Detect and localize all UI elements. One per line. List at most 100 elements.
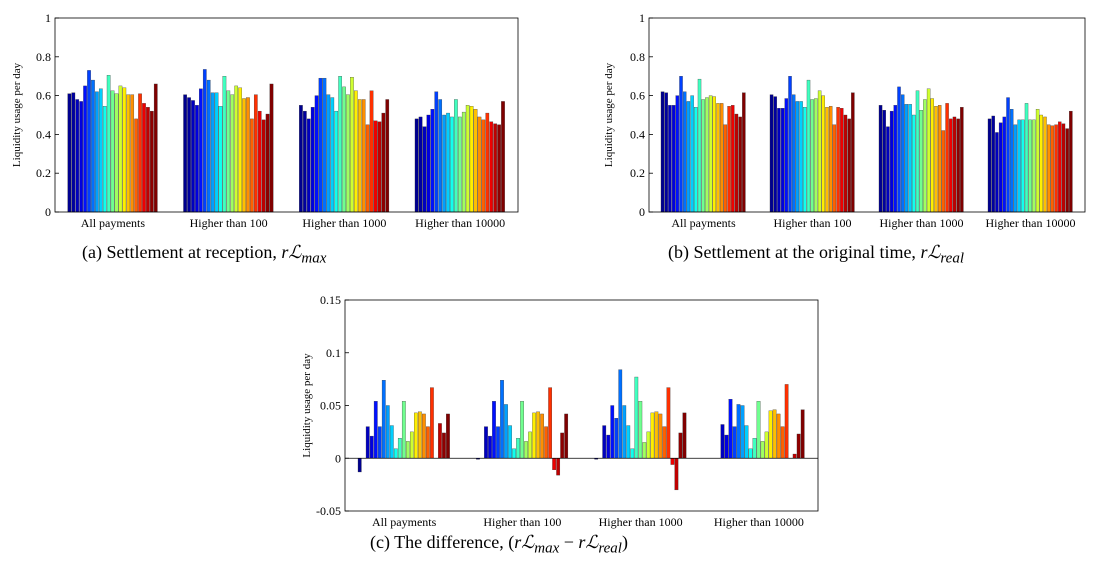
bar (634, 376, 639, 459)
bar (1017, 119, 1021, 213)
bar (956, 118, 960, 213)
category-label: Higher than 100 (483, 515, 561, 529)
bar (1002, 116, 1007, 213)
bar (477, 116, 482, 213)
bar (485, 112, 490, 213)
bar (752, 438, 757, 459)
bar (720, 424, 725, 459)
bar (377, 426, 382, 459)
bar (484, 426, 488, 459)
bar (381, 112, 386, 213)
bar (987, 118, 992, 213)
bar (768, 410, 773, 459)
bar (385, 405, 390, 459)
bar (409, 431, 414, 459)
bar (79, 101, 83, 213)
y-axis-label: Liquidity usage per day (301, 353, 313, 458)
bar (606, 434, 611, 459)
bar (481, 119, 486, 213)
y-tick-label: 0.8 (36, 50, 51, 64)
caption-c-symbol-1: rℒ (514, 532, 535, 552)
y-tick-label: 0.6 (630, 89, 645, 103)
bar (361, 99, 366, 213)
bar (504, 404, 508, 459)
caption-c-subscript-2: real (598, 540, 622, 557)
bar (882, 110, 886, 213)
bar (817, 90, 822, 213)
bar (764, 431, 769, 459)
bar (153, 83, 158, 213)
y-tick-label: 0 (335, 451, 341, 465)
bar (1061, 123, 1066, 213)
bar (843, 114, 848, 213)
bar (548, 387, 553, 459)
bar (269, 83, 274, 213)
bar (949, 118, 953, 213)
bar (520, 401, 524, 459)
bar (800, 409, 805, 459)
bar (1024, 103, 1029, 213)
bar (697, 78, 702, 213)
caption-c: (c) The difference, (rℒmax − rℒreal) (370, 532, 628, 558)
bar (630, 448, 635, 459)
bar (919, 110, 923, 213)
bar (901, 94, 905, 213)
chart-c: -0.05 0 0.05 0.1 0.15 All payments Higher than… (301, 293, 819, 529)
bar (461, 111, 466, 213)
bar (769, 94, 774, 213)
bar (678, 432, 683, 459)
bar (488, 435, 492, 459)
bar (446, 413, 450, 459)
bar (654, 411, 659, 459)
bar (682, 412, 687, 459)
bar (346, 94, 350, 213)
bar (377, 121, 382, 213)
bar (748, 448, 753, 459)
bar (937, 105, 942, 213)
bar (930, 98, 934, 213)
bar (106, 75, 111, 213)
bar (95, 91, 99, 213)
bar (397, 438, 402, 459)
bar (836, 107, 840, 213)
bar (886, 126, 890, 213)
bar (226, 90, 231, 213)
bar (206, 79, 211, 213)
category-label: Higher than 1000 (880, 216, 964, 230)
bar (552, 458, 557, 471)
bar (740, 405, 745, 459)
bar (373, 120, 378, 213)
bar (528, 431, 532, 459)
bar (889, 110, 894, 213)
bar (926, 88, 931, 213)
bar (83, 85, 87, 213)
bar (465, 105, 470, 213)
bar (469, 106, 474, 213)
bar (941, 130, 946, 213)
bar (422, 413, 426, 459)
bar (187, 97, 191, 213)
bar (1021, 119, 1025, 213)
caption-b: (b) Settlement at the original time, rℒr… (668, 242, 964, 268)
y-axis-label: Liquidity usage per day (603, 62, 615, 167)
bar (418, 411, 422, 459)
bar (230, 94, 235, 213)
bar (261, 119, 266, 213)
y-tick-label: 0 (639, 205, 645, 219)
bar (788, 76, 792, 213)
bar (493, 123, 497, 213)
bar (389, 425, 394, 459)
bar (242, 98, 246, 213)
bar (134, 118, 138, 213)
bar (350, 77, 354, 213)
y-tick-label: 0.05 (320, 399, 341, 413)
bar (536, 411, 540, 459)
bar (418, 116, 423, 213)
bar (250, 118, 254, 213)
bar (426, 114, 431, 213)
bar (318, 77, 323, 213)
bar (618, 369, 623, 459)
bar (1032, 119, 1036, 213)
bar (365, 124, 370, 213)
bar (265, 113, 270, 213)
